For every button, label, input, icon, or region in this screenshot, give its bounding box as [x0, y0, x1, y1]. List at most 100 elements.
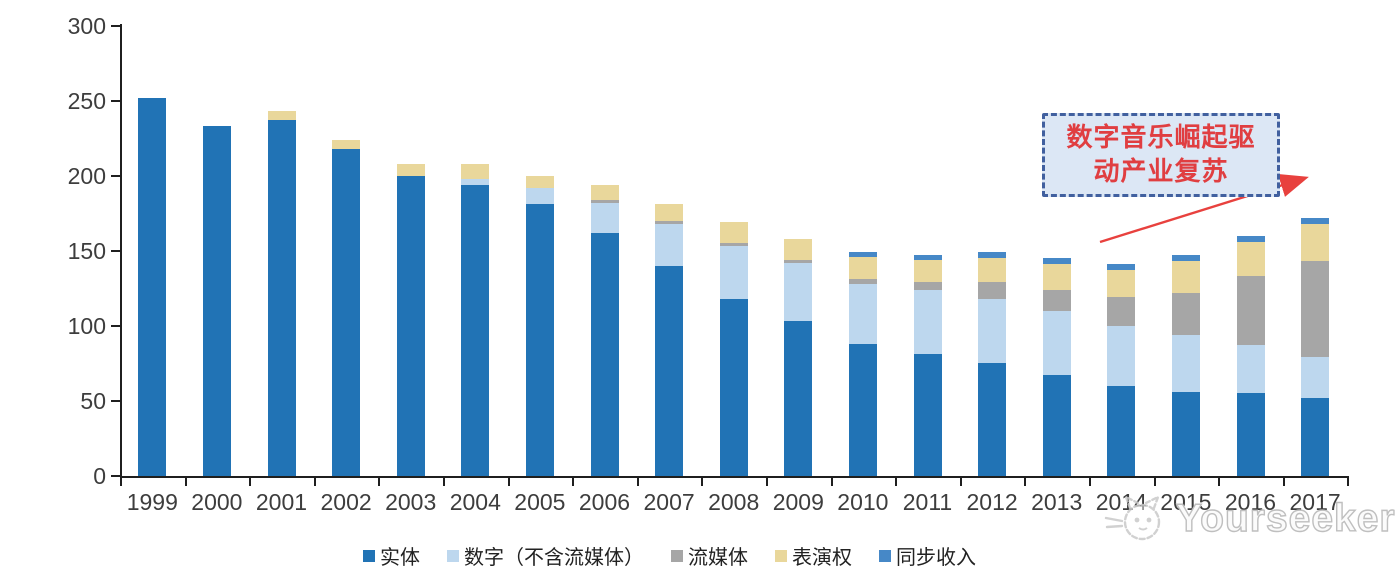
bar-segment	[396, 175, 425, 476]
bar-segment	[590, 232, 619, 476]
cat-logo-icon	[1104, 494, 1161, 541]
x-tick-label: 2012	[966, 488, 1018, 515]
bar-segment	[590, 184, 619, 200]
y-tick-label: 50	[80, 387, 106, 414]
y-tick-label: 150	[67, 237, 106, 264]
bar-segment	[784, 259, 813, 263]
x-tick-label: 2008	[708, 488, 760, 515]
bar-segment	[1301, 217, 1330, 224]
x-tick-label: 2013	[1031, 488, 1083, 515]
bar-segment	[978, 252, 1007, 258]
bar-segment	[267, 111, 296, 120]
bar-segment	[1107, 270, 1136, 297]
bar-segment	[1301, 261, 1330, 357]
bar-segment	[719, 222, 748, 243]
x-tick-label: 2004	[449, 488, 501, 515]
x-tick-mark	[1282, 477, 1285, 486]
bar-segment	[848, 279, 877, 284]
x-tick-mark	[1218, 477, 1221, 486]
x-tick-label: 2009	[772, 488, 824, 515]
bar-segment	[719, 298, 748, 476]
bar-segment	[784, 321, 813, 476]
bar-segment	[461, 184, 490, 476]
bar-segment	[978, 363, 1007, 476]
x-tick-mark	[1089, 477, 1091, 486]
bar-segment	[1236, 393, 1265, 476]
bar-segment	[1042, 289, 1071, 311]
bar-segment	[525, 204, 554, 476]
bar-segment	[525, 175, 554, 188]
legend-label: 数字（不含流媒体）	[464, 547, 644, 569]
bar-segment	[719, 243, 748, 246]
y-tick-label: 200	[67, 162, 106, 189]
x-tick-label: 2016	[1224, 488, 1277, 515]
bar-segment	[1171, 255, 1200, 261]
legend-swatch	[363, 549, 375, 562]
legend-item: 同步收入	[879, 541, 976, 570]
y-tick-mark	[111, 99, 120, 102]
bar-segment	[1042, 258, 1071, 264]
x-tick-label: 2000	[191, 488, 243, 515]
y-tick-label: 100	[67, 312, 106, 339]
x-tick-mark	[766, 477, 768, 486]
y-tick-mark	[111, 399, 120, 402]
bar-segment	[1107, 264, 1136, 270]
legend-label: 实体	[380, 547, 420, 569]
x-tick-mark	[120, 477, 122, 486]
x-axis-line	[120, 475, 1350, 478]
watermark-text: Yourseeker	[1175, 496, 1396, 540]
x-tick-mark	[443, 477, 445, 486]
x-tick-label: 2006	[578, 488, 631, 515]
bar-segment	[1171, 334, 1200, 392]
bar-segment	[1107, 325, 1136, 386]
y-tick-mark	[111, 24, 120, 27]
bar-segment	[332, 139, 361, 149]
x-tick-label: 2005	[514, 488, 566, 515]
y-tick-mark	[111, 174, 120, 177]
x-tick-label: 2003	[385, 488, 437, 515]
y-axis-line	[120, 24, 122, 478]
bar-segment	[396, 163, 425, 176]
y-tick-label: 0	[93, 462, 106, 489]
annotation-callout: 数字音乐崛起驱 动产业复苏	[1042, 113, 1280, 197]
bar-segment	[1042, 310, 1071, 375]
bar-segment	[1042, 375, 1071, 476]
x-tick-mark	[701, 477, 704, 486]
x-tick-label: 2015	[1160, 488, 1212, 515]
x-tick-label: 2017	[1289, 488, 1341, 515]
bar-segment	[848, 252, 877, 257]
bar-segment	[848, 343, 877, 476]
legend-item: 表演权	[775, 541, 852, 570]
legend-label: 同步收入	[896, 547, 976, 569]
bar-segment	[1236, 241, 1265, 276]
bar-segment	[1236, 345, 1265, 393]
y-tick-mark	[111, 249, 120, 252]
bar-segment	[655, 223, 684, 266]
annotation-text-line2: 动产业复苏	[1093, 157, 1229, 186]
x-tick-mark	[830, 477, 833, 486]
watermark: Yourseeker	[1104, 494, 1396, 544]
bar-segment	[655, 265, 684, 476]
bar-segment	[1236, 235, 1265, 242]
x-tick-mark	[1024, 477, 1027, 486]
legend-swatch	[879, 549, 891, 562]
x-tick-mark	[636, 477, 639, 486]
bar-segment	[655, 220, 684, 224]
bar-segment	[913, 259, 942, 282]
bar-segment	[655, 204, 684, 221]
x-tick-mark	[572, 477, 575, 486]
bar-segment	[1171, 391, 1200, 476]
bar-segment	[1301, 357, 1330, 398]
x-tick-mark	[378, 477, 381, 486]
x-tick-mark	[313, 477, 316, 486]
x-tick-mark	[1347, 477, 1350, 486]
bar-segment	[1042, 264, 1071, 290]
bar-segment	[1301, 223, 1330, 261]
bar-segment	[590, 202, 619, 233]
x-tick-mark	[249, 477, 252, 486]
x-tick-mark	[895, 477, 898, 486]
x-tick-label: 2007	[643, 488, 695, 515]
bar-segment	[784, 238, 813, 260]
bar-segment	[848, 283, 877, 344]
